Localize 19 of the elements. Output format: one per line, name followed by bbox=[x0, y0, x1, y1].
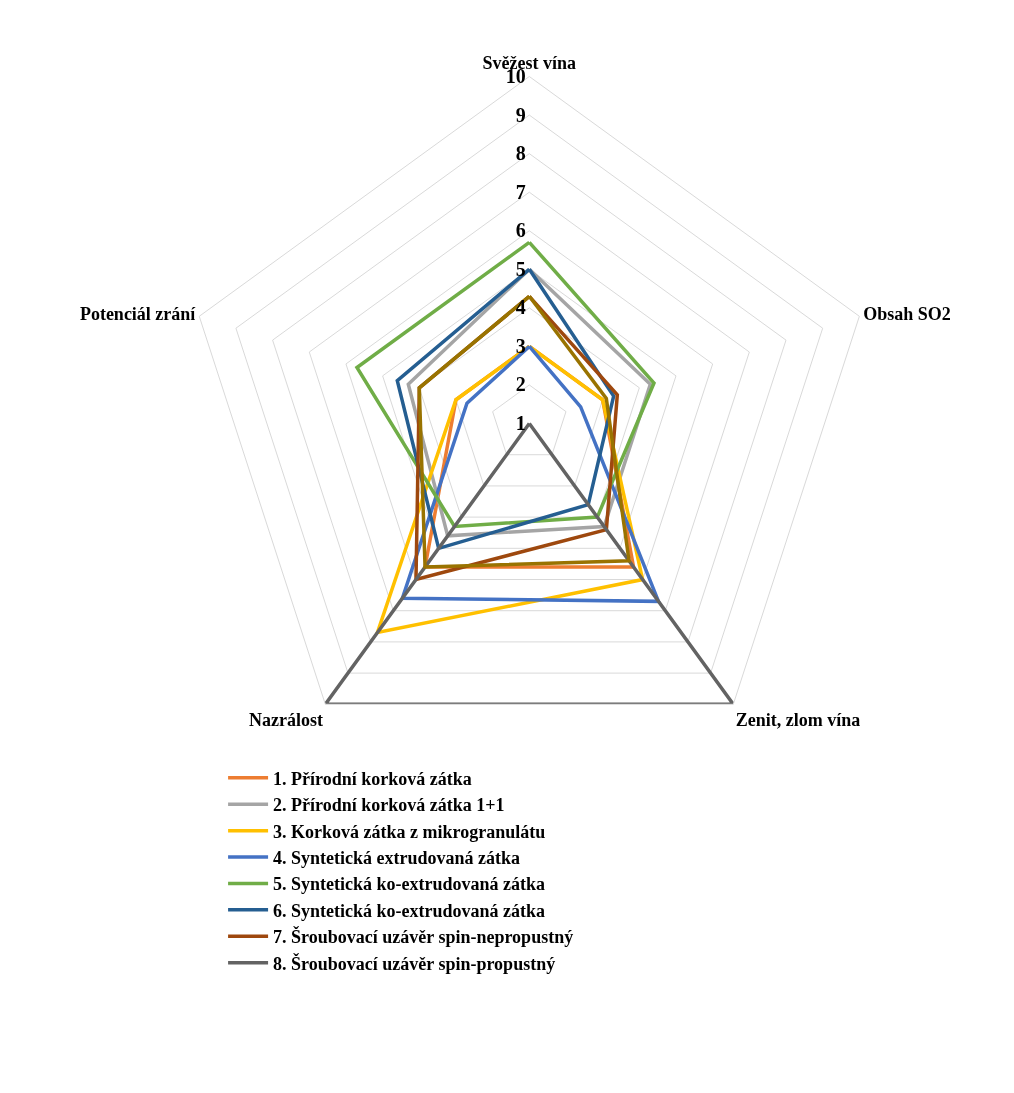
y-tick-label: 8 bbox=[515, 142, 526, 165]
legend-label: 2. Přírodní korková zátka 1+1 bbox=[273, 795, 505, 816]
y-tick-label: 7 bbox=[515, 180, 526, 203]
y-tick-label: 2 bbox=[515, 373, 526, 396]
spoke-label: Potenciál zrání bbox=[79, 303, 197, 324]
legend-label: 8. Šroubovací uzávěr spin-propustný bbox=[273, 952, 556, 974]
spoke-label: Nazrálost bbox=[248, 709, 323, 730]
spoke-label: Zenit, zlom vína bbox=[735, 709, 861, 730]
legend-label: 1. Přírodní korková zátka bbox=[273, 768, 472, 789]
legend-label: 4. Syntetická extrudovaná zátka bbox=[273, 848, 521, 869]
legend-label: 6. Syntetická ko-extrudovaná zátka bbox=[273, 900, 546, 921]
y-tick-label: 5 bbox=[515, 257, 526, 280]
spoke-label: Obsah SO2 bbox=[863, 303, 951, 324]
legend-label: 7. Šroubovací uzávěr spin-nepropustný bbox=[273, 926, 574, 948]
y-tick-label: 6 bbox=[515, 219, 526, 242]
y-tick-label: 9 bbox=[515, 103, 526, 126]
y-tick-label: 1 bbox=[515, 412, 526, 435]
legend-label: 5. Syntetická ko-extrudovaná zátka bbox=[273, 874, 546, 895]
legend-label: 3. Korková zátka z mikrogranulátu bbox=[273, 821, 546, 842]
